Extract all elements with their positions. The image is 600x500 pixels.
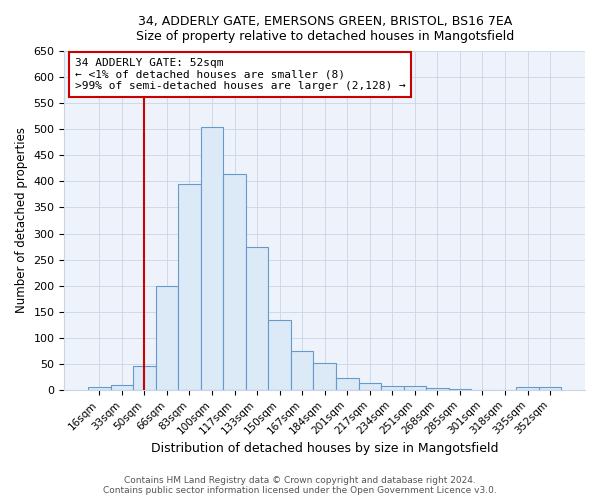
Y-axis label: Number of detached properties: Number of detached properties (15, 128, 28, 314)
X-axis label: Distribution of detached houses by size in Mangotsfield: Distribution of detached houses by size … (151, 442, 499, 455)
Bar (539, 388, 562, 390)
Bar (359, 383, 381, 390)
Bar (133, 366, 155, 390)
Bar (246, 246, 268, 390)
Bar (155, 286, 178, 390)
Bar (223, 174, 246, 390)
Bar (313, 363, 336, 390)
Bar (516, 388, 539, 390)
Text: 34 ADDERLY GATE: 52sqm
← <1% of detached houses are smaller (8)
>99% of semi-det: 34 ADDERLY GATE: 52sqm ← <1% of detached… (75, 58, 406, 91)
Bar (268, 320, 291, 390)
Bar (381, 386, 404, 390)
Bar (291, 351, 313, 390)
Title: 34, ADDERLY GATE, EMERSONS GREEN, BRISTOL, BS16 7EA
Size of property relative to: 34, ADDERLY GATE, EMERSONS GREEN, BRISTO… (136, 15, 514, 43)
Text: Contains HM Land Registry data © Crown copyright and database right 2024.
Contai: Contains HM Land Registry data © Crown c… (103, 476, 497, 495)
Bar (178, 184, 201, 390)
Bar (110, 384, 133, 390)
Bar (336, 378, 359, 390)
Bar (426, 388, 449, 390)
Bar (201, 126, 223, 390)
Bar (88, 388, 110, 390)
Bar (404, 386, 426, 390)
